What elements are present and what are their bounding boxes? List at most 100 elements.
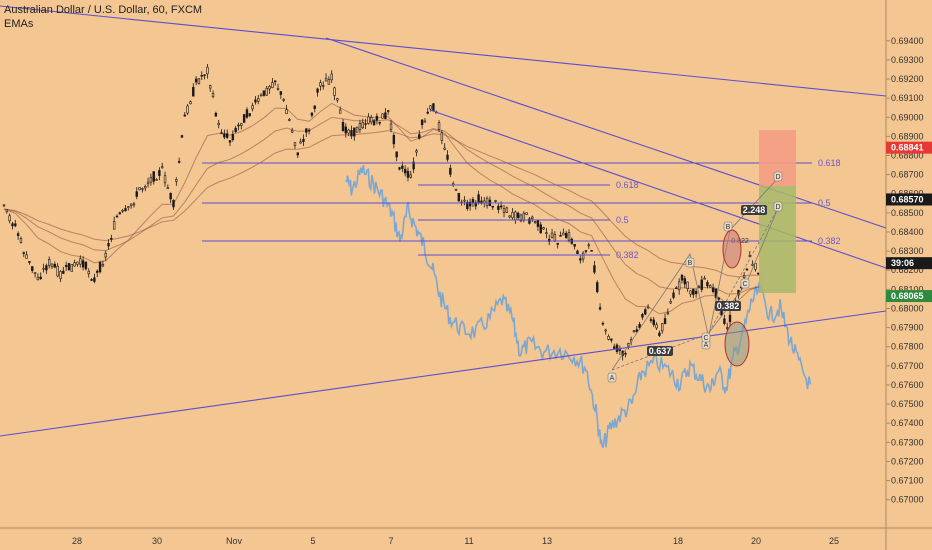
candle-body [703,277,706,280]
candle-body [248,113,251,116]
candle-body [186,105,189,114]
candle-body [127,206,130,208]
pattern-point-label: A [610,375,615,382]
candle-body [81,260,85,268]
candle-body [209,85,212,89]
candle-body [757,272,760,275]
y-tick-label: 0.67200 [891,456,924,466]
candle-body [601,322,605,325]
candle-body [118,212,122,215]
candle-body [598,307,602,310]
y-tick-label: 0.67800 [891,342,924,352]
candle-body [231,134,235,140]
candle-body [25,254,28,259]
candle-body [553,234,557,242]
candle-body [175,179,178,182]
candle-body [624,352,627,355]
candle-body [203,74,206,77]
candle-body [299,141,302,144]
candle-body [135,191,138,197]
candle-body [265,87,268,96]
candle-body [375,115,379,121]
candle-body [395,151,398,158]
candle-body [70,264,74,272]
candle-body [234,127,237,133]
candle-body [217,122,220,126]
candle-body [536,219,540,227]
candle-body [468,201,472,207]
candle-body [658,332,661,336]
candle-body [338,109,342,114]
pattern-point-label: D [775,204,780,211]
candle-body [161,166,164,169]
candle-body [596,282,599,293]
ratio-badge [647,346,673,356]
y-tick-label: 0.68900 [891,131,924,141]
candle-body [129,203,133,207]
candle-body [76,261,79,265]
highlight-ellipse-bottom [724,321,750,367]
candle-body [502,208,506,213]
candle-body [96,270,99,273]
y-tick-label: 0.69100 [891,93,924,103]
ratio-label: 0.637 [649,346,672,356]
candle-body [525,212,528,215]
candle-body [652,319,655,325]
candle-body [347,129,350,134]
candle-body [245,109,249,118]
candle-body [197,78,201,84]
candle-body [491,205,494,208]
candle-body [155,179,158,181]
x-tick-label: 18 [673,536,683,546]
trendline-upper [0,5,887,97]
y-tick-label: 0.68000 [891,303,924,313]
candle-body [386,110,390,112]
candle-body [728,314,732,323]
trendline-channel [429,109,887,269]
y-tick-label: 0.67100 [891,476,924,486]
candle-body [420,119,424,126]
candle-body [497,205,500,210]
candle-body [242,114,246,123]
candle-body [87,270,90,275]
candle-body [723,318,726,324]
candle-body [751,263,754,266]
candle-body [141,188,144,190]
candle-body [324,77,328,82]
candle-body [485,197,489,206]
candle-body [539,224,542,234]
candle-body [694,290,698,295]
pattern-point-badge [773,201,783,212]
candle-body [290,130,294,133]
candle-body [367,116,370,124]
y-tick-label: 0.67700 [891,361,924,371]
y-tick-label: 0.68700 [891,170,924,180]
candle-body [62,270,65,274]
pattern-point-badge [773,171,783,182]
candle-body [53,263,57,268]
candle-body [112,221,116,230]
candle-body [531,216,534,220]
candle-body [98,262,102,273]
candle-body [632,330,636,332]
candle-body [689,290,692,295]
ema-line [3,102,762,315]
candle-body [355,126,359,133]
y-tick-label: 0.67900 [891,323,924,333]
candle-body [333,87,336,96]
candle-body [692,288,695,295]
candle-body [206,66,209,75]
candle-body [618,349,622,351]
chart-title: Australian Dollar / U.S. Dollar, 60, FXC… [4,4,203,16]
pattern-point-label: B [726,224,731,231]
candle-body [225,133,229,138]
candle-body [64,265,68,267]
candle-body [124,208,127,212]
candle-body [67,263,71,271]
candle-body [158,170,161,176]
fib-level-label: 0.618 [818,158,841,168]
candle-body [36,276,40,281]
candle-body [138,187,141,191]
